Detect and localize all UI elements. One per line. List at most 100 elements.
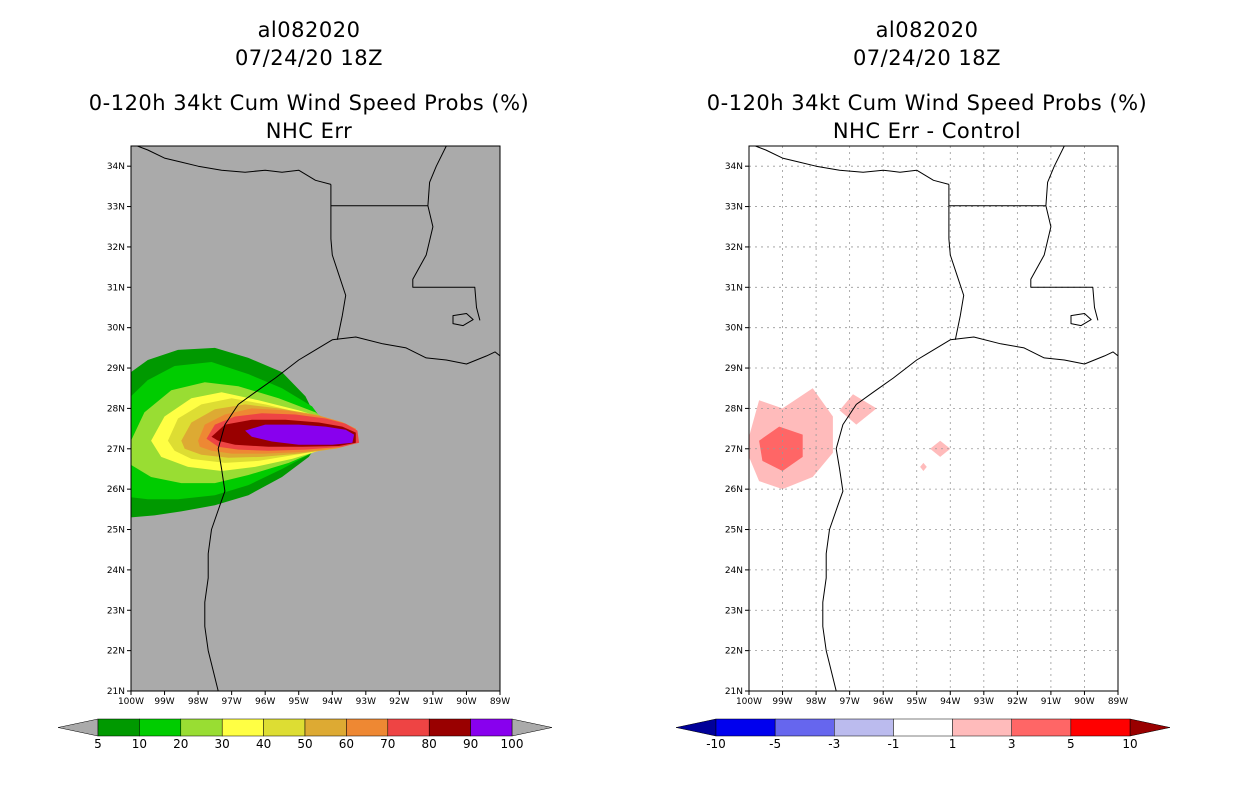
colorbar-swatch <box>715 718 776 737</box>
colorbar-label: 10 <box>132 737 147 751</box>
colorbar-over-arrow <box>511 718 553 737</box>
ms-river <box>427 146 447 206</box>
tx-ok-border <box>753 146 950 185</box>
x-tick-label: 94W <box>322 697 342 707</box>
x-tick-label: 99W <box>154 697 174 707</box>
colorbar-label: 60 <box>339 737 354 751</box>
colorbar-swatch <box>346 718 389 737</box>
colorbar-label: 1 <box>949 737 957 751</box>
colorbar-swatch <box>470 718 513 737</box>
colorbar-swatch <box>428 718 471 737</box>
colorbar-under-arrow <box>57 718 99 737</box>
colorbar-swatch <box>1011 718 1072 737</box>
map-chart-right: 100W 99W 98W 97W 96W 95W 94W 93W 92W 91W 90W 89W 21N… <box>675 145 1171 751</box>
colorbar-label: 40 <box>256 737 271 751</box>
y-tick-label: 26N <box>725 485 743 495</box>
tx-la-border <box>948 184 965 340</box>
coastline <box>204 336 500 691</box>
y-tick-label: 30N <box>107 324 125 334</box>
colorbar-swatch <box>1070 718 1131 737</box>
plot-frame <box>748 145 1119 692</box>
colorbar-label: 90 <box>463 737 478 751</box>
panel-right: al082020 07/24/20 18Z 0-120h 34kt Cum Wi… <box>618 0 1236 800</box>
colorbar-swatch <box>304 718 347 737</box>
colorbar-swatch <box>263 718 306 737</box>
y-tick-label: 33N <box>725 203 743 213</box>
tx-la-border <box>330 184 347 340</box>
colorbar-swatch <box>952 718 1012 737</box>
y-tick-label: 22N <box>725 647 743 657</box>
colorbar-swatch <box>97 718 140 737</box>
colorbar-label: 5 <box>1067 737 1075 751</box>
y-tick-label: 33N <box>107 203 125 213</box>
y-tick-label: 32N <box>725 243 743 253</box>
x-tick-label: 100W <box>118 697 144 707</box>
colorbar-label: 5 <box>94 737 102 751</box>
y-tick-label: 23N <box>107 606 125 616</box>
y-tick-label: 28N <box>107 404 125 414</box>
y-tick-label: 31N <box>107 283 125 293</box>
x-tick-label: 97W <box>221 697 241 707</box>
x-tick-label: 95W <box>907 697 927 707</box>
y-tick-label: 21N <box>725 687 743 697</box>
chart-subtitle: NHC Err <box>265 119 353 143</box>
coastline <box>822 336 1118 691</box>
x-tick-label: 97W <box>839 697 859 707</box>
y-tick-label: 25N <box>725 526 743 536</box>
datetime-title: 07/24/20 18Z <box>852 46 1002 70</box>
x-tick-label: 94W <box>940 697 960 707</box>
la-ms-border <box>1030 205 1099 321</box>
colorbar-label: 100 <box>501 737 524 751</box>
colorbar-label: 30 <box>215 737 230 751</box>
x-tick-label: 96W <box>873 697 893 707</box>
panel-left: al082020 07/24/20 18Z 0-120h 34kt Cum Wi… <box>57 18 553 751</box>
chart-subtitle: NHC Err - Control <box>832 119 1022 143</box>
y-tick-label: 28N <box>725 404 743 414</box>
colorbar-label: 70 <box>380 737 395 751</box>
x-tick-label: 93W <box>356 697 376 707</box>
ms-river <box>1045 146 1065 206</box>
colorbar-label: 10 <box>1122 737 1137 751</box>
y-tick-label: 34N <box>107 162 125 172</box>
colorbar-under-arrow <box>675 718 717 737</box>
plot-frame <box>130 145 501 692</box>
y-tick-label: 23N <box>725 606 743 616</box>
colorbar-over-arrow <box>1129 718 1171 737</box>
x-tick-label: 99W <box>772 697 792 707</box>
x-tick-label: 98W <box>188 697 208 707</box>
tx-ok-border <box>135 146 332 185</box>
colorbar-swatch <box>893 718 953 737</box>
contour-1 <box>930 440 951 457</box>
chart-title: 0-120h 34kt Cum Wind Speed Probs (%) <box>88 91 530 115</box>
colorbar-swatch <box>139 718 182 737</box>
colorbar-label: -10 <box>706 737 726 751</box>
colorbar-label: -5 <box>769 737 781 751</box>
y-tick-label: 32N <box>107 243 125 253</box>
y-tick-label: 27N <box>107 445 125 455</box>
x-tick-label: 98W <box>806 697 826 707</box>
x-tick-label: 100W <box>736 697 762 707</box>
lake-pontchartrain <box>452 313 474 327</box>
y-tick-label: 34N <box>725 162 743 172</box>
colorbar-label: 80 <box>422 737 437 751</box>
x-tick-label: 89W <box>490 697 510 707</box>
x-tick-label: 92W <box>389 697 409 707</box>
x-tick-label: 90W <box>456 697 476 707</box>
colorbar-swatch <box>387 718 430 737</box>
x-tick-label: 91W <box>423 697 443 707</box>
y-tick-label: 25N <box>107 526 125 536</box>
contour-1 <box>920 462 927 471</box>
y-tick-label: 29N <box>107 364 125 374</box>
colorbar-swatch <box>774 718 835 737</box>
lake-pontchartrain <box>1070 313 1092 327</box>
colorbar-swatch <box>180 718 223 737</box>
contour-1 <box>839 394 877 425</box>
y-tick-label: 24N <box>725 566 743 576</box>
x-tick-label: 95W <box>289 697 309 707</box>
y-tick-label: 22N <box>107 647 125 657</box>
colorbar-label: 3 <box>1008 737 1016 751</box>
datetime-title: 07/24/20 18Z <box>234 46 384 70</box>
colorbar-label: 20 <box>173 737 188 751</box>
y-tick-label: 27N <box>725 445 743 455</box>
contour-90 <box>245 424 355 445</box>
